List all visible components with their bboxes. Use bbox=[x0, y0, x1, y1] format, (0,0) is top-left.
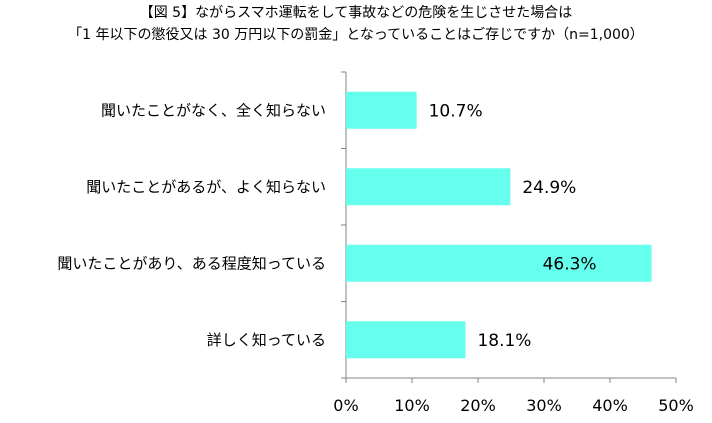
bar bbox=[346, 321, 466, 359]
x-tick-label: 10% bbox=[394, 396, 430, 415]
data-label: 46.3% bbox=[543, 254, 597, 274]
bar bbox=[346, 91, 417, 129]
x-tick-label: 50% bbox=[658, 396, 694, 415]
chart-title-line-2: 「1 年以下の懲役又は 30 万円以下の罰金」となっていることはご存じですか（n… bbox=[68, 27, 644, 43]
x-tick-label: 30% bbox=[526, 396, 562, 415]
category-label: 聞いたことがあり、ある程度知っている bbox=[57, 254, 326, 272]
x-tick-label: 20% bbox=[460, 396, 496, 415]
bar bbox=[346, 244, 652, 282]
category-label: 聞いたことがなく、全く知らない bbox=[101, 101, 326, 119]
category-label: 詳しく知っている bbox=[207, 331, 326, 349]
x-tick-label: 0% bbox=[333, 396, 358, 415]
data-label: 24.9% bbox=[522, 178, 576, 198]
data-label: 10.7% bbox=[429, 101, 483, 121]
chart-title-line-1: 【図 5】ながらスマホ運転をして事故などの危険を生じさせた場合は bbox=[139, 5, 573, 21]
data-label: 18.1% bbox=[477, 331, 531, 351]
x-tick-label: 40% bbox=[592, 396, 628, 415]
category-label: 聞いたことがあるが、よく知らない bbox=[86, 178, 326, 196]
bar bbox=[346, 168, 511, 206]
